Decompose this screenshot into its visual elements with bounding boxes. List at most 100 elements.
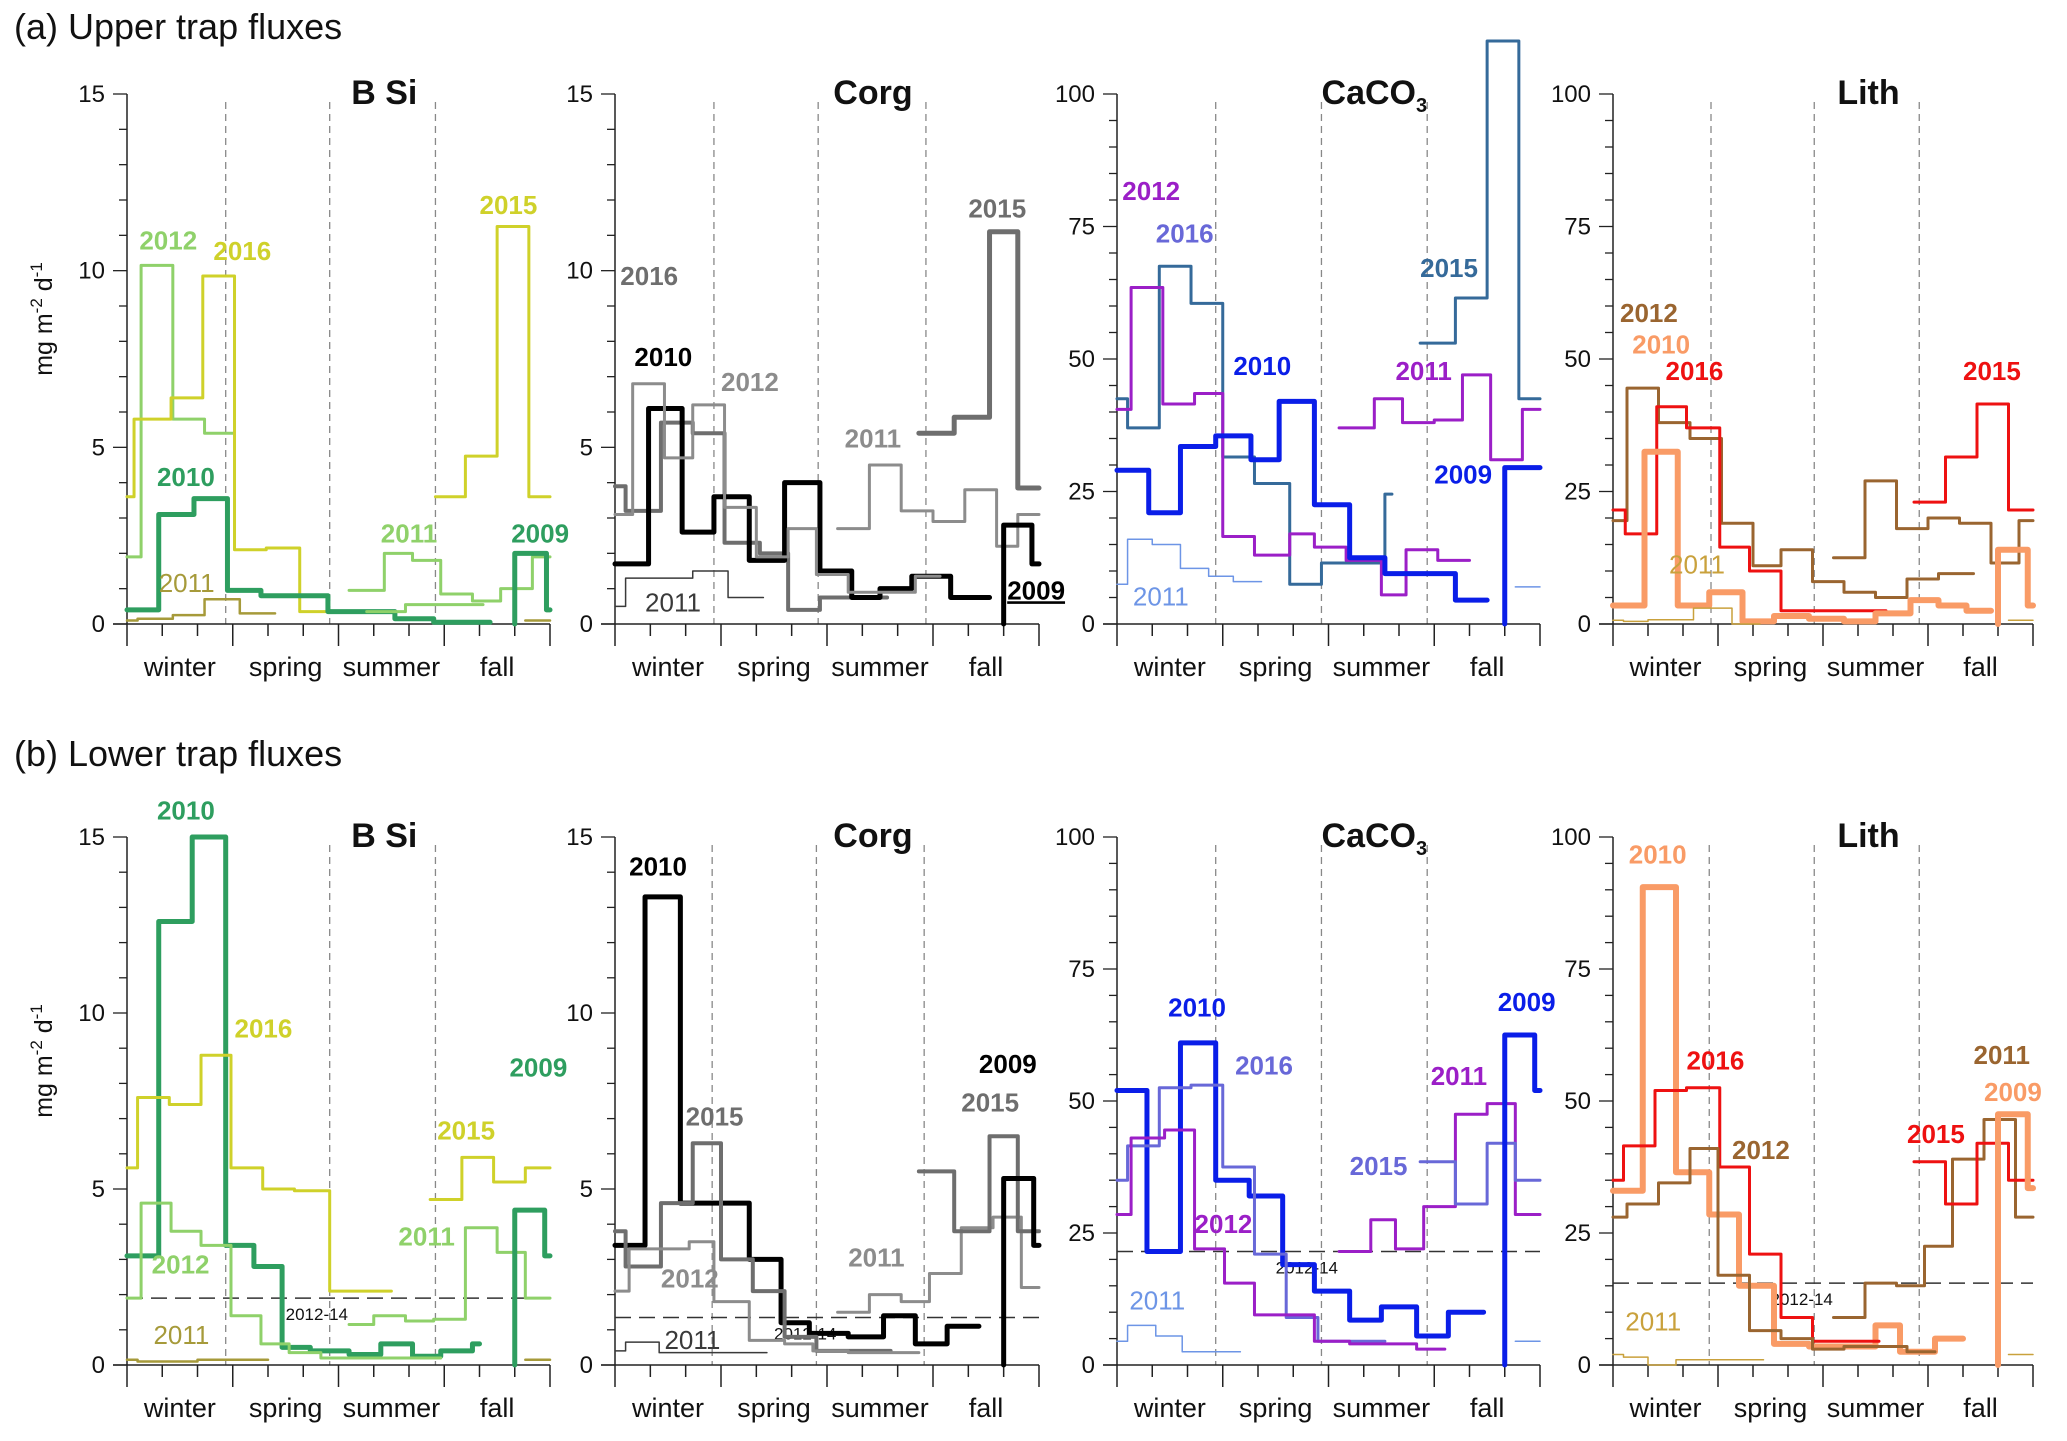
y-tick-label: 50 (1068, 1088, 1095, 1115)
series-line-2009 (1001, 522, 1042, 627)
panel-upper-corg: 0 5 10 15 winter spring summer fall Corg 2016 2010… (566, 74, 1065, 682)
series-label: 2010 (1632, 330, 1690, 360)
series-line-2011 (1612, 607, 2034, 625)
series-label: 2009 (509, 1052, 567, 1082)
series-line-2010 (1610, 448, 1994, 625)
season-label: fall (1963, 1393, 1998, 1423)
season-label: spring (249, 652, 323, 682)
series-line-2011-thin- (614, 570, 765, 608)
series-line-2010 (124, 834, 482, 1359)
season-label: summer (1827, 1393, 1925, 1423)
series-line-2009 (512, 550, 553, 627)
y-tick-label: 100 (1551, 824, 1591, 851)
panel-upper-lith: 0 25 50 75 100 winter spring summer fall Lith 2012… (1551, 74, 2036, 682)
season-label: spring (737, 652, 811, 682)
series-label: 2010 (157, 795, 215, 825)
series-label: 2012 (661, 1264, 719, 1294)
series-label: 2011 (159, 568, 215, 598)
y-tick-label: 75 (1068, 214, 1095, 241)
season-label: winter (143, 1393, 216, 1423)
series-label: 2010 (157, 462, 215, 492)
series-label: 2015 (1963, 356, 2021, 386)
season-label: winter (631, 652, 704, 682)
series-line-2009 (512, 1207, 553, 1368)
y-tick-label: 10 (566, 1000, 593, 1027)
series-label: 2009 (1434, 460, 1492, 490)
series-label: 2010 (1629, 839, 1687, 869)
series-label: 2012 (1195, 1209, 1253, 1239)
series-line-2012 (125, 263, 235, 559)
panel-lower-bsi: 0 5 10 15 winter spring summer fall B Si mg m-2 d… (27, 795, 567, 1423)
series-line-2015 (916, 1134, 1041, 1234)
panel-title: Corg (833, 74, 912, 112)
series-line-2011-sparse- (125, 1358, 552, 1363)
series-label: 2015 (1907, 1119, 1965, 1149)
y-tick-label: 15 (566, 824, 593, 851)
season-label: winter (1628, 652, 1701, 682)
series-label: 2012 (152, 1249, 210, 1279)
series-line-2011-thin- (614, 1341, 768, 1354)
y-tick-label: 50 (1564, 1088, 1591, 1115)
series-label: 2011 (381, 519, 437, 549)
series-label: 2009 (1984, 1077, 2042, 1107)
series-line-2009 (1001, 1175, 1042, 1368)
y-tick-label: 10 (78, 258, 105, 285)
panel-title: Lith (1837, 817, 1899, 855)
series-label: 2011 (1625, 1307, 1681, 1337)
series-label: 2012 (139, 225, 197, 255)
series-line-2016 (125, 1053, 393, 1293)
series-label: 2016 (1666, 356, 1724, 386)
series-label: 2011 (1129, 1286, 1185, 1316)
y-tick-label: 50 (1564, 346, 1591, 373)
y-tick-label: 0 (1082, 1352, 1095, 1379)
y-tick-label: 100 (1551, 81, 1591, 108)
season-label: winter (1628, 1393, 1701, 1423)
series-label: 2011 (645, 588, 701, 618)
season-label: fall (1470, 1393, 1505, 1423)
series-line-2012 (1115, 1128, 1447, 1351)
season-label: winter (1133, 1393, 1206, 1423)
series-label: 2009 (511, 519, 569, 549)
season-label: summer (1827, 652, 1925, 682)
y-tick-label: 5 (92, 434, 105, 461)
section-title-lower: (b) Lower trap fluxes (14, 733, 343, 774)
y-tick-label: 75 (1068, 956, 1095, 983)
panel-title: Lith (1837, 74, 1899, 112)
series-label: 2011 (1133, 581, 1189, 611)
season-label: spring (1734, 652, 1808, 682)
series-line-2015 (916, 229, 1042, 491)
y-tick-label: 0 (1578, 1352, 1591, 1379)
panel-title: CaCO3 (1322, 817, 1428, 860)
series-line-2015 (1912, 402, 2035, 512)
season-label: fall (1963, 652, 1998, 682)
y-axis-label: mg m-2 d-1 (27, 1004, 58, 1118)
y-tick-label: 100 (1055, 824, 1095, 851)
series-line-2011-sparse- (125, 598, 552, 622)
y-tick-label: 0 (92, 1352, 105, 1379)
series-line-2016 (125, 274, 365, 614)
panel-title: Corg (833, 817, 912, 855)
series-line-2016 (613, 1141, 893, 1353)
series-line-2009 (1502, 1032, 1543, 1368)
y-tick-label: 25 (1564, 479, 1591, 506)
season-label: spring (1239, 652, 1313, 682)
series-label: 2011 (848, 1242, 904, 1272)
season-label: fall (480, 652, 515, 682)
y-tick-label: 0 (580, 611, 593, 638)
series-label: 2010 (1168, 993, 1226, 1023)
series-label: 2009 (1007, 575, 1065, 605)
series-label: 2016 (1687, 1045, 1745, 1075)
series-label: 2015 (686, 1102, 744, 1132)
series-label: 2009 (1498, 987, 1556, 1017)
series-label: 2010 (634, 342, 692, 372)
y-tick-label: 25 (1068, 479, 1095, 506)
series-label: 2015 (1420, 253, 1478, 283)
series-label: 2016 (1156, 218, 1214, 248)
panel-title: CaCO3 (1322, 74, 1428, 117)
series-label: 2015 (480, 190, 538, 220)
series-label: 2015 (961, 1088, 1019, 1118)
series-line-2011-thin- (1116, 1324, 1541, 1353)
y-tick-label: 75 (1564, 214, 1591, 241)
